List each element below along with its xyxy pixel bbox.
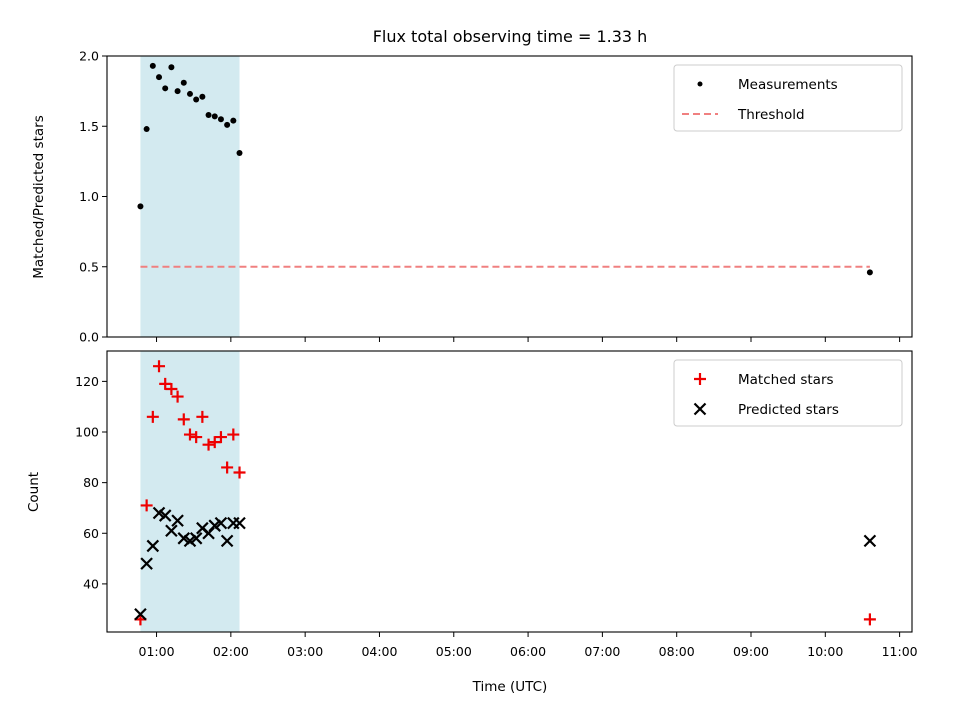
legend-label: Matched stars <box>738 372 834 388</box>
x-tick-label: 09:00 <box>733 644 769 659</box>
matched-star-marker <box>202 438 215 451</box>
x-tick-label: 05:00 <box>436 644 472 659</box>
legend: Measurements Threshold <box>673 64 903 132</box>
x-tick-label: 10:00 <box>807 644 843 659</box>
x-tick-label: 07:00 <box>584 644 620 659</box>
predicted-star-marker <box>220 534 234 548</box>
measurement-point <box>866 269 873 276</box>
matched-star-marker <box>146 410 159 423</box>
top-axes: 0.0 0.5 1.0 1.5 2.0 Measurements Threshold <box>79 49 913 345</box>
matched-star-marker <box>165 382 178 395</box>
predicted-star-marker <box>140 557 153 570</box>
legend-box <box>673 359 903 427</box>
observing-span <box>140 56 240 337</box>
predicted-star-marker <box>146 539 160 553</box>
matched-star-marker <box>863 613 876 626</box>
measurement-point <box>199 93 206 100</box>
y-tick-label: 80 <box>83 475 99 490</box>
measurement-point <box>236 149 243 156</box>
predicted-star-marker <box>158 509 172 522</box>
x-tick-label: 11:00 <box>882 644 918 659</box>
y-tick-label: 40 <box>83 576 99 591</box>
measurement-point <box>137 203 144 210</box>
legend-marker <box>693 402 707 416</box>
x-tick-label: 06:00 <box>510 644 546 659</box>
x-axis-label: Time (UTC) <box>472 679 548 695</box>
measurement-point <box>186 90 193 97</box>
legend-box <box>673 64 903 132</box>
predicted-star-marker <box>171 514 184 527</box>
measurement-point <box>168 64 175 71</box>
matched-star-marker <box>208 436 221 449</box>
matched-star-marker <box>227 428 240 441</box>
legend-marker <box>694 373 706 385</box>
measurement-point <box>205 112 212 119</box>
measurement-point <box>230 117 237 124</box>
y-tick-label: 1.5 <box>79 119 99 134</box>
legend-label: Predicted stars <box>738 402 839 418</box>
x-tick-label: 02:00 <box>213 644 249 659</box>
matched-star-marker <box>196 410 209 423</box>
series-measurements <box>137 62 873 276</box>
predicted-star-marker <box>863 534 877 548</box>
observing-span <box>140 351 240 632</box>
measurement-point <box>174 88 181 95</box>
y-tick-label: 120 <box>75 374 99 389</box>
legend-label: Measurements <box>738 77 838 93</box>
matched-star-marker <box>159 377 172 390</box>
predicted-star-marker <box>214 516 228 530</box>
measurement-point <box>143 126 150 133</box>
matched-star-marker <box>190 431 203 444</box>
matched-star-marker <box>214 431 227 444</box>
predicted-star-marker <box>189 532 203 545</box>
y-tick-label: 100 <box>75 425 99 440</box>
measurement-point <box>149 62 156 69</box>
measurement-point <box>217 116 224 123</box>
x-tick-label: 08:00 <box>659 644 695 659</box>
y-tick-label: 0.0 <box>79 330 99 345</box>
measurement-point <box>162 85 169 92</box>
measurement-point <box>211 113 218 120</box>
y-tick-label: 60 <box>83 526 99 541</box>
y-tick-label: 1.0 <box>79 189 99 204</box>
matched-star-marker <box>177 413 190 426</box>
legend: Matched stars Predicted stars <box>673 359 903 427</box>
x-tick-label: 03:00 <box>287 644 323 659</box>
predicted-star-marker <box>233 516 246 530</box>
predicted-star-marker <box>134 608 147 621</box>
legend-label: Threshold <box>737 107 805 123</box>
x-tick-label: 04:00 <box>361 644 397 659</box>
series-matched-stars <box>134 360 876 626</box>
legend-marker <box>697 81 703 87</box>
x-tick-label: 01:00 <box>139 644 175 659</box>
measurement-point <box>156 74 163 81</box>
top-y-axis-label: Matched/Predicted stars <box>31 115 47 278</box>
series-predicted-stars <box>134 506 877 621</box>
predicted-star-marker <box>165 524 178 538</box>
measurement-point <box>193 96 200 103</box>
matched-star-marker <box>233 466 246 479</box>
matched-star-marker <box>171 390 184 403</box>
bottom-y-axis-label: Count <box>26 472 42 512</box>
matched-star-marker <box>140 499 153 512</box>
measurement-point <box>180 79 187 86</box>
matched-star-marker <box>153 360 166 373</box>
y-tick-label: 2.0 <box>79 49 99 64</box>
matched-star-marker <box>221 461 234 474</box>
y-tick-label: 0.5 <box>79 259 99 274</box>
chart-title: Flux total observing time = 1.33 h <box>373 27 648 46</box>
matched-star-marker <box>183 428 196 441</box>
measurement-point <box>224 121 231 128</box>
bottom-axes: 40 60 80 100 120 01:00 02:00 03:00 04:00 05:00 06:… <box>75 350 918 659</box>
axes-frame <box>106 350 913 633</box>
